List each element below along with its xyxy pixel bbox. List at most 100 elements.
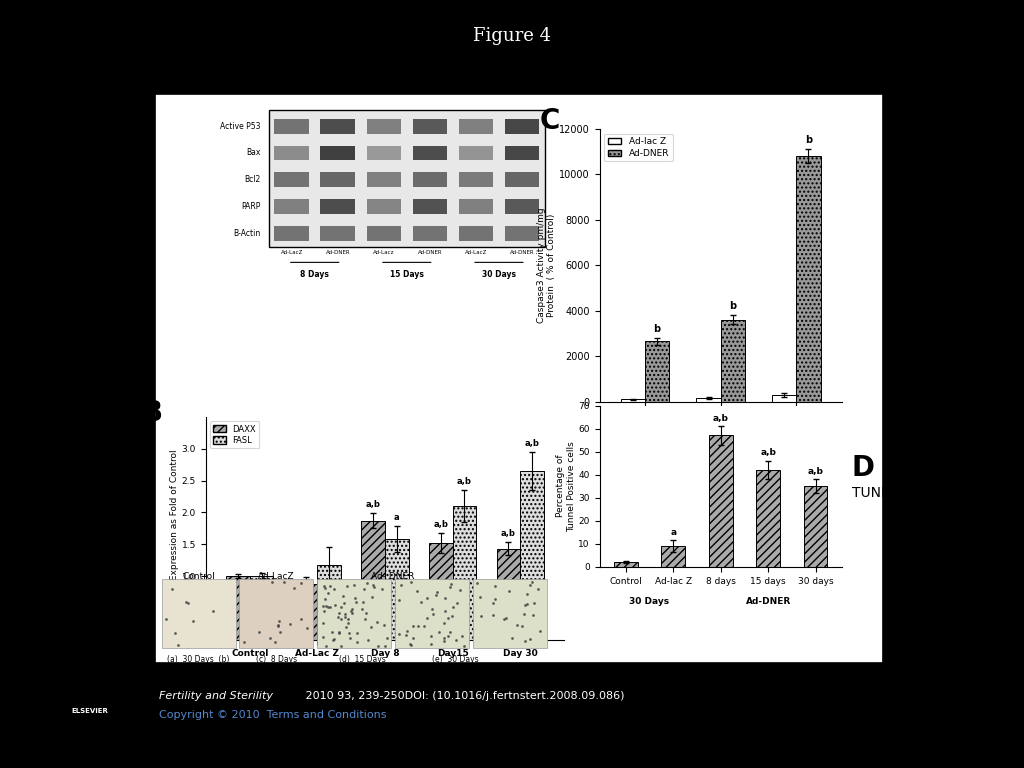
Text: Control: Control (182, 572, 215, 581)
Point (437, 605, 454, 617)
Point (374, 582, 390, 594)
Point (321, 601, 337, 613)
Point (342, 604, 358, 617)
Bar (367, 172, 401, 187)
Bar (321, 226, 355, 241)
Bar (367, 199, 401, 214)
Text: a,b: a,b (457, 477, 472, 485)
Point (366, 579, 382, 591)
Text: Ad- DNER: Ad- DNER (372, 572, 415, 581)
Point (236, 636, 252, 648)
Point (456, 640, 472, 652)
Bar (497, 549, 520, 640)
Point (516, 598, 532, 611)
Point (321, 587, 337, 599)
Bar (321, 119, 355, 134)
Text: a,b: a,b (713, 414, 729, 422)
Text: Ad-DNER: Ad-DNER (510, 250, 535, 255)
Point (283, 618, 299, 631)
Point (423, 630, 439, 642)
Point (468, 577, 484, 589)
Point (346, 592, 362, 604)
Text: 8 Days: 8 Days (300, 270, 329, 279)
Point (436, 635, 453, 647)
Text: C: C (540, 108, 559, 135)
Bar (274, 146, 309, 161)
Bar (505, 119, 540, 134)
Point (441, 626, 458, 638)
Bar (459, 172, 494, 187)
Point (402, 637, 419, 650)
Bar (645, 342, 670, 402)
Point (262, 632, 279, 644)
Point (367, 581, 383, 593)
Point (269, 619, 286, 631)
Bar (520, 471, 544, 640)
Point (333, 641, 349, 653)
Point (398, 629, 415, 641)
Bar (162, 579, 236, 648)
Text: a: a (670, 528, 676, 537)
Point (340, 617, 356, 629)
Point (316, 593, 333, 605)
Point (449, 597, 465, 609)
Y-axis label: Caspase3 Activity pm/mg
Protein  ( % of Control): Caspase3 Activity pm/mg Protein ( % of C… (537, 207, 556, 323)
Bar (395, 579, 469, 648)
Bar (274, 172, 309, 187)
Point (437, 592, 454, 604)
Point (391, 594, 408, 607)
Point (324, 626, 340, 638)
Text: ELSEVIER: ELSEVIER (71, 708, 109, 713)
Bar (614, 562, 638, 567)
Point (484, 597, 501, 609)
Point (413, 596, 429, 608)
Point (327, 599, 343, 611)
Bar (321, 199, 355, 214)
Point (440, 611, 457, 624)
Text: Ad-DNER: Ad-DNER (326, 250, 350, 255)
Text: Ad-LacZ: Ad-LacZ (465, 250, 487, 255)
Bar (240, 579, 313, 648)
Bar (459, 119, 494, 134)
Text: a,b: a,b (808, 467, 823, 476)
Point (402, 639, 419, 651)
Bar (413, 119, 447, 134)
Point (170, 639, 186, 651)
Point (335, 590, 351, 602)
Point (406, 632, 422, 644)
Bar (459, 146, 494, 161)
Text: TUNNEL: TUNNEL (852, 486, 908, 500)
Bar (459, 226, 494, 241)
Point (337, 607, 353, 620)
Text: Figure 4: Figure 4 (473, 27, 551, 45)
Text: Fertility and Sterility: Fertility and Sterility (159, 691, 272, 701)
Text: a,b: a,b (366, 500, 381, 508)
Point (318, 601, 335, 613)
Bar (274, 226, 309, 241)
Point (473, 610, 489, 622)
Text: a,b: a,b (501, 529, 516, 538)
Text: A: A (136, 70, 158, 98)
Point (409, 585, 425, 598)
Y-axis label: Percentage of
Tunnel Positive cells: Percentage of Tunnel Positive cells (556, 441, 575, 531)
Point (271, 626, 288, 638)
Text: 30 Days: 30 Days (482, 270, 516, 279)
Text: a,b: a,b (760, 449, 776, 458)
Point (529, 584, 546, 596)
Point (293, 577, 309, 589)
Point (429, 586, 445, 598)
Text: Ad-DNER: Ad-DNER (745, 597, 791, 606)
Point (164, 583, 180, 595)
Text: 2010 93, 239-250DOI: (10.1016/j.fertnstert.2008.09.086): 2010 93, 239-250DOI: (10.1016/j.fertnste… (302, 691, 625, 701)
Point (271, 614, 288, 627)
Point (286, 582, 302, 594)
Bar (797, 156, 820, 402)
Point (487, 592, 504, 604)
Bar (473, 579, 547, 648)
Point (346, 579, 362, 591)
Point (344, 607, 360, 619)
Point (344, 603, 360, 615)
Bar (321, 172, 355, 187)
Point (263, 576, 280, 588)
Text: 15 Days: 15 Days (390, 270, 424, 279)
